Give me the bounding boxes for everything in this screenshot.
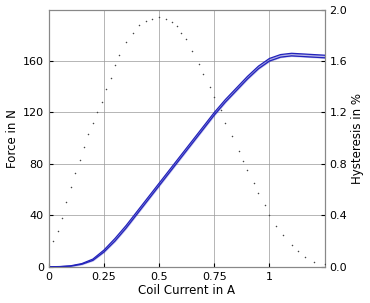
Y-axis label: Force in N: Force in N — [6, 109, 18, 168]
X-axis label: Coil Current in A: Coil Current in A — [138, 285, 235, 298]
Y-axis label: Hysteresis in %: Hysteresis in % — [352, 93, 364, 184]
